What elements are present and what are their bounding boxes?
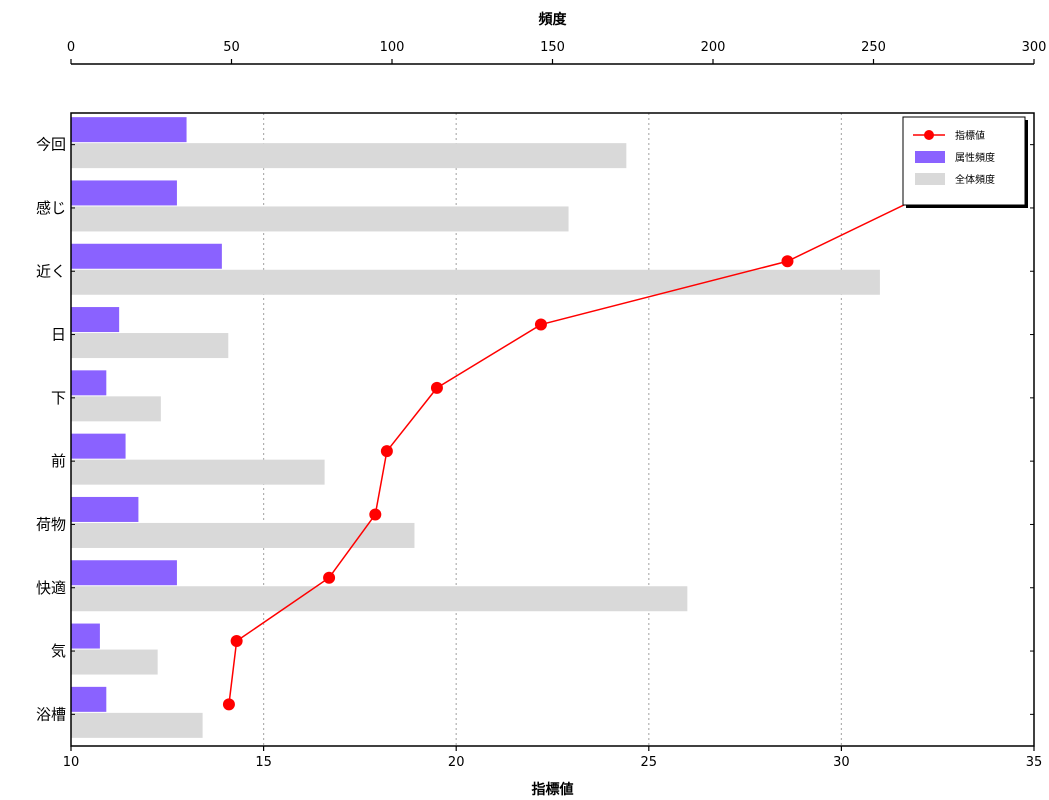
bottom-tick-label: 30	[833, 755, 850, 770]
total-frequency-bar	[71, 712, 203, 738]
category-label: 前	[51, 452, 66, 470]
indicator-line	[222, 191, 925, 711]
indicator-point	[230, 635, 243, 648]
top-tick-label: 300	[1022, 40, 1047, 55]
legend-marker-swatch	[924, 130, 934, 140]
total-frequency-bar	[71, 649, 158, 675]
legend-label: 属性頻度	[955, 151, 995, 164]
bottom-tick-label: 10	[63, 755, 80, 770]
legend-label: 指標値	[955, 129, 985, 142]
bottom-tick-label: 25	[641, 755, 658, 770]
attribute-frequency-bar	[71, 180, 177, 206]
attribute-frequency-bar	[71, 117, 187, 143]
attribute-frequency-bar	[71, 370, 107, 396]
legend-total-swatch	[915, 173, 945, 185]
total-frequency-bar	[71, 333, 229, 359]
total-frequency-bar	[71, 269, 880, 295]
category-label: 浴槽	[36, 705, 66, 723]
attribute-frequency-bar	[71, 496, 139, 522]
category-label: 近く	[36, 262, 66, 280]
category-label: 日	[51, 326, 66, 344]
legend-label: 全体頻度	[955, 173, 995, 186]
top-tick-label: 50	[223, 40, 240, 55]
attribute-frequency-bar	[71, 307, 120, 333]
total-frequency-bar	[71, 206, 569, 232]
top-tick-label: 100	[380, 40, 405, 55]
category-label: 気	[51, 642, 66, 660]
attribute-frequency-bar	[71, 560, 177, 586]
plot-frame	[70, 112, 1035, 747]
top-axis: 0 50 100 150 200 250 300	[67, 40, 1047, 65]
indicator-point	[222, 698, 235, 711]
bottom-tick-label: 15	[255, 755, 272, 770]
total-frequency-bar	[71, 586, 688, 612]
attribute-frequency-bar	[71, 686, 107, 712]
legend-attribute-swatch	[915, 151, 945, 163]
indicator-point	[369, 508, 382, 521]
top-tick-label: 150	[540, 40, 565, 55]
indicator-point	[380, 445, 393, 458]
total-frequency-bar	[71, 143, 627, 169]
indicator-point	[781, 255, 794, 268]
category-label: 下	[51, 389, 66, 407]
category-label: 今回	[36, 136, 66, 154]
top-tick-label: 0	[67, 40, 75, 55]
bottom-tick-label: 35	[1026, 755, 1043, 770]
attribute-frequency-bar	[71, 243, 222, 269]
bottom-axis-title: 指標値	[532, 781, 574, 798]
total-frequency-bar	[71, 522, 415, 548]
plot-area	[70, 112, 1035, 747]
top-axis-title: 頻度	[539, 11, 568, 28]
indicator-point	[534, 318, 547, 331]
attribute-frequency-bar	[71, 433, 126, 459]
category-label: 感じ	[36, 199, 66, 217]
top-tick-label: 200	[701, 40, 726, 55]
category-label: 快適	[36, 579, 66, 597]
bottom-tick-label: 20	[448, 755, 465, 770]
indicator-point	[323, 571, 336, 584]
total-frequency-bar	[71, 396, 161, 422]
attribute-frequency-bar	[71, 623, 100, 649]
total-frequency-bar	[71, 459, 325, 485]
bottom-axis: 10 15 20 25 30 35	[63, 746, 1043, 770]
bars	[71, 117, 880, 738]
indicator-point	[430, 381, 443, 394]
category-label: 荷物	[36, 515, 66, 533]
top-tick-label: 250	[861, 40, 886, 55]
